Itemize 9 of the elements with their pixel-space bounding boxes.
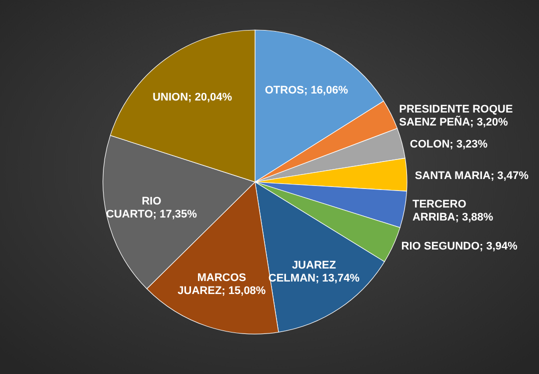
slice-label: MARCOS JUAREZ; 15,08% [178, 272, 266, 298]
slice-label: OTROS; 16,06% [264, 84, 348, 96]
slice-label: UNION; 20,04% [152, 92, 232, 104]
slice-label: PRESIDENTE ROQUE SAENZ PEÑA; 3,20% [399, 103, 513, 128]
slice-label: RIO SEGUNDO; 3,94% [401, 240, 518, 253]
slice-label: COLON; 3,23% [410, 138, 488, 151]
slice-label: SANTA MARIA; 3,47% [414, 170, 529, 182]
slice-label: RIO CUARTO; 17,35% [106, 196, 198, 221]
slice-label: TERCERO ARRIBA; 3,88% [412, 198, 494, 224]
